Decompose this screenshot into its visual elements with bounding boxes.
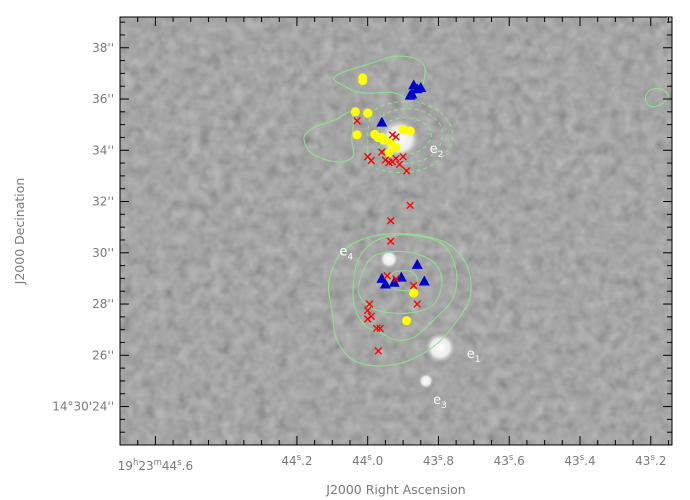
x-tick-label: 19h23m44s.6: [118, 458, 193, 473]
red-cross-point: [402, 166, 411, 175]
red-cross-point: [386, 237, 395, 246]
contour-dashed-4: [377, 108, 443, 165]
red-cross-point: [386, 216, 395, 225]
yellow-circle-point: [377, 132, 387, 143]
x-tick-label: 43s.8: [423, 453, 454, 468]
yellow-circle-point: [358, 75, 368, 86]
contour-solid-7: [357, 250, 443, 314]
contour-solid-2: [644, 88, 670, 108]
yellow-circle-point: [363, 108, 373, 118]
red-cross-point: [406, 201, 414, 210]
source-e3: [417, 372, 435, 390]
blue-triangle-point: [376, 272, 388, 283]
contour-dashed-3: [379, 117, 432, 156]
red-cross-point: [388, 131, 397, 139]
red-cross-point: [383, 272, 391, 280]
red-cross-point: [392, 275, 400, 283]
blue-triangle-point: [376, 116, 388, 127]
contour-solid-1: [303, 111, 355, 163]
yellow-circle-point: [402, 316, 412, 326]
y-tick-label: 32'': [92, 195, 114, 209]
red-cross-point: [388, 158, 397, 166]
contour-solid-6: [388, 270, 418, 292]
blue-triangle-point: [395, 271, 407, 282]
x-tick-label: 43s.2: [635, 453, 666, 468]
red-cross-point: [365, 300, 374, 308]
yellow-circle-point: [352, 130, 362, 140]
contour-solid-8: [352, 234, 458, 341]
red-cross-point: [399, 152, 407, 161]
yellow-circle-point: [398, 125, 408, 135]
red-cross-point: [409, 281, 418, 290]
contour-solid-0: [333, 55, 426, 100]
x-tick-label: 43s.6: [494, 453, 525, 468]
red-cross-point: [363, 306, 372, 315]
x-axis-title: J2000 Right Ascension: [325, 482, 465, 497]
contour-dashed-5: [367, 100, 454, 174]
red-cross-point: [353, 117, 361, 125]
red-cross-point: [367, 156, 376, 165]
image-noise-texture: [120, 17, 672, 445]
blue-triangle-point: [388, 276, 400, 287]
yellow-circle-point: [391, 143, 401, 153]
y-tick-label: 26'': [92, 348, 114, 362]
red-cross-point: [378, 148, 386, 156]
x-tick-label: 44s.2: [281, 453, 312, 468]
yellow-circle-point: [405, 126, 415, 136]
y-tick-label: 38'': [92, 41, 114, 55]
yellow-circle-point: [409, 288, 419, 298]
blue-triangle-point: [418, 275, 430, 286]
red-cross-point: [395, 160, 404, 169]
x-tick-label: 43s.4: [564, 453, 595, 468]
yellow-circle-point: [350, 107, 360, 117]
blue-triangle-point: [415, 81, 427, 92]
red-cross-point: [413, 300, 422, 308]
red-cross-point: [376, 324, 384, 333]
x-axis: 19h23m44s.6 44s.2 44s.0 43s.8 43s.6 43s.4 43s.…: [118, 17, 669, 473]
y-tick-label: 34'': [92, 143, 114, 157]
yellow-circle-point: [384, 148, 394, 158]
contour-solid-9: [328, 232, 472, 367]
source-e1: [423, 330, 458, 365]
y-tick-label: 30'': [92, 246, 114, 260]
blue-triangle-point: [379, 278, 391, 289]
y-tick-label: 14°30'24'': [52, 400, 114, 414]
red-cross-point: [392, 133, 400, 141]
blue-triangle-point: [411, 258, 423, 269]
y-axis: 38'' 36'' 34'' 32'' 30'' 28'' 26'' 14°30'24'': [52, 21, 672, 433]
blue-triangle-point: [406, 88, 418, 99]
x-tick-label: 44s.0: [352, 453, 383, 468]
red-cross-point: [363, 315, 372, 323]
y-tick-label: 28'': [92, 297, 114, 311]
source-e4: [378, 248, 400, 270]
y-tick-label: 36'': [92, 92, 114, 106]
red-cross-point: [374, 347, 383, 355]
y-axis-title: J2000 Decination: [12, 178, 27, 286]
plot-frame: [119, 16, 673, 446]
